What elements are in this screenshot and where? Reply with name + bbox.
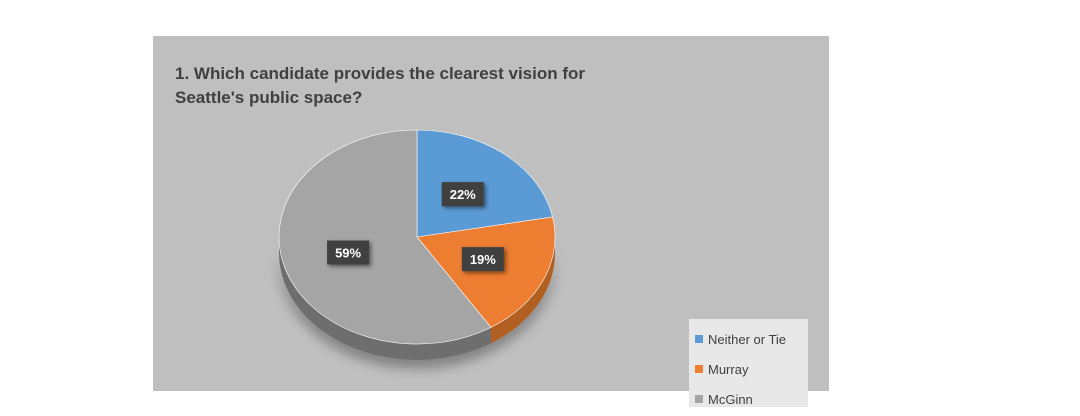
pie-chart: 22% 19% 59% [278, 129, 556, 360]
chart-title: 1. Which candidate provides the clearest… [175, 64, 586, 107]
legend-swatch [695, 335, 703, 343]
pie-slice-murray [416, 216, 556, 328]
data-label-mcginn: 59% [327, 240, 370, 265]
data-label-text: 59% [335, 246, 361, 261]
legend-swatch [695, 365, 703, 373]
data-label-murray: 19% [461, 247, 504, 272]
chart-panel: 1. Which candidate provides the clearest… [153, 36, 829, 407]
legend-item-murray: Murray [695, 354, 808, 384]
legend-item-neither: Neither or Tie [695, 324, 808, 354]
data-label-text: 19% [470, 252, 496, 267]
pie-slice-side-murray [490, 237, 555, 344]
legend-label: Murray [708, 361, 749, 377]
data-label-box [461, 247, 504, 272]
legend-label: McGinn [708, 391, 753, 407]
data-label-box [327, 240, 370, 265]
legend: Neither or Tie Murray McGinn [689, 319, 808, 407]
data-label-neither: 22% [441, 182, 484, 207]
pie-slice-mcginn [278, 129, 492, 345]
pie-slice-neither [416, 129, 553, 238]
legend-item-mcginn: McGinn [695, 384, 808, 414]
legend-label: Neither or Tie [708, 331, 787, 347]
pie-slice-side-mcginn [279, 237, 491, 360]
data-label-box [441, 182, 484, 207]
data-label-text: 22% [450, 187, 476, 202]
legend-swatch [695, 395, 703, 403]
